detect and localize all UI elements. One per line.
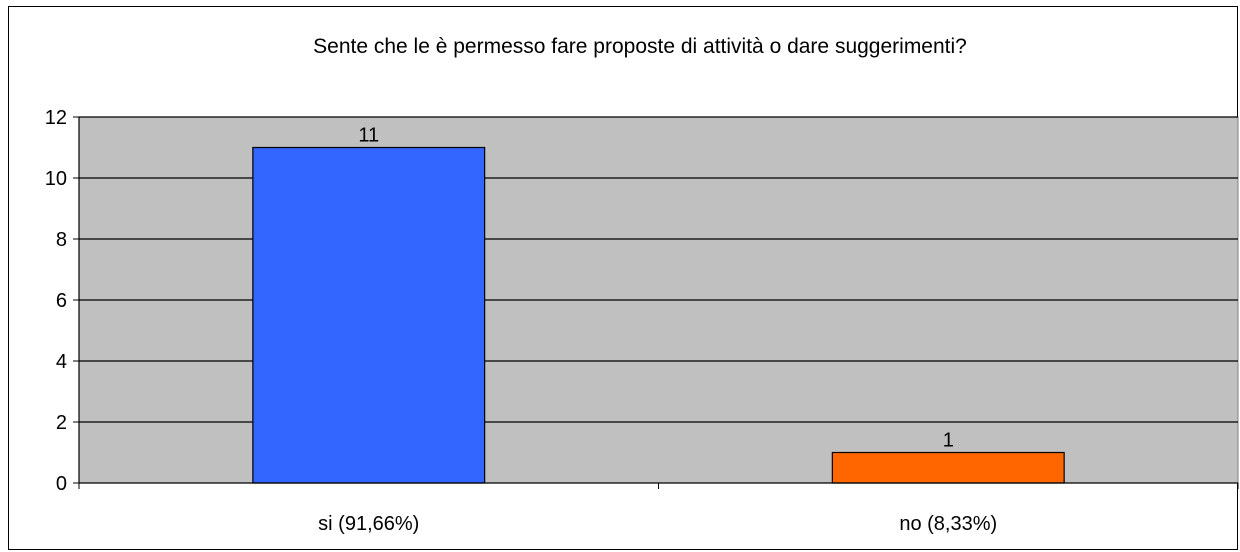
x-category-label: no (8,33%) — [899, 513, 997, 535]
y-tick-label: 6 — [56, 290, 67, 312]
bar-2 — [831, 451, 1065, 484]
bar-1 — [252, 146, 486, 484]
chart-title: Sente che le è permesso fare proposte di… — [313, 35, 967, 58]
axes — [73, 116, 1239, 489]
data-label: 11 — [358, 125, 379, 147]
data-labels: 111 — [358, 125, 953, 452]
y-tick-label: 8 — [56, 229, 67, 251]
y-tick-label: 10 — [45, 168, 67, 190]
y-tick-label: 2 — [56, 412, 67, 434]
y-axis-tick-labels: 0 2 4 6 8 10 12 — [45, 107, 67, 495]
x-category-label: si (91,66%) — [318, 513, 419, 535]
y-tick-label: 12 — [45, 107, 67, 129]
y-tick-label: 4 — [56, 351, 67, 373]
y-tick-label: 0 — [56, 473, 67, 495]
bars — [252, 146, 1065, 484]
data-label: 1 — [943, 430, 954, 452]
x-axis-category-labels: si (91,66%) no (8,33%) — [318, 513, 997, 535]
